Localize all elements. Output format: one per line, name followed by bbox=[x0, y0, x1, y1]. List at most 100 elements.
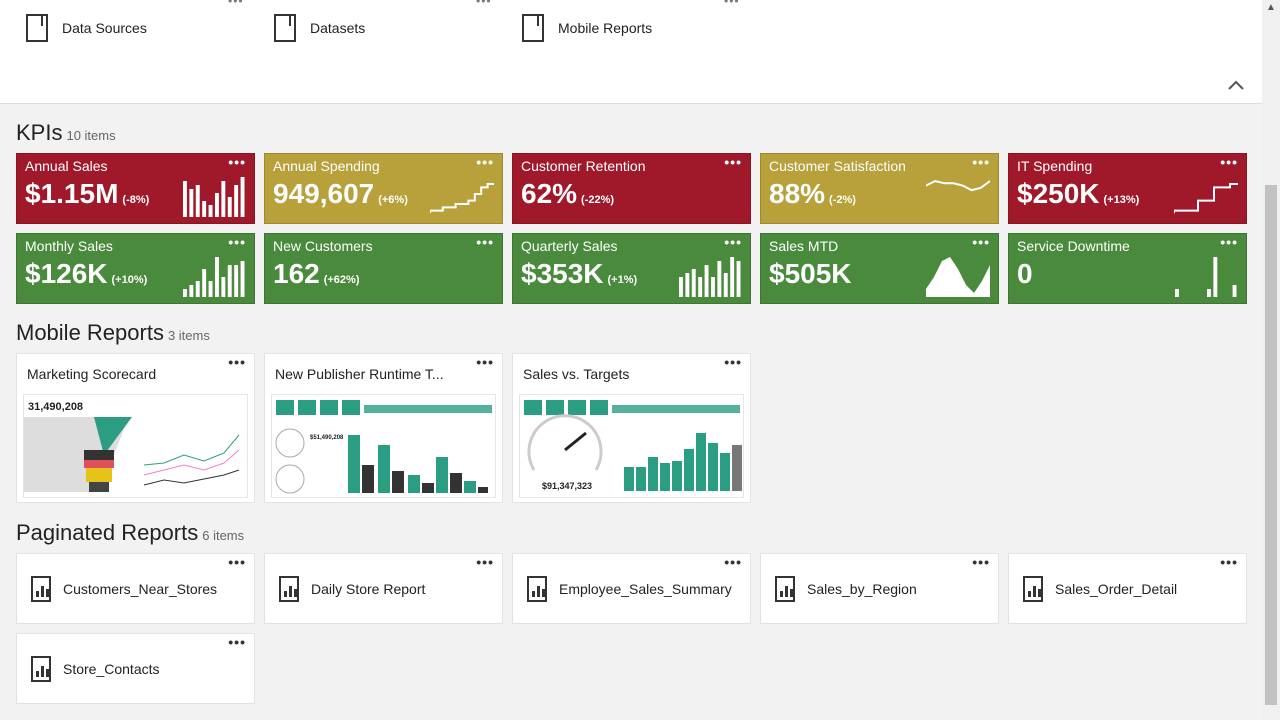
folder-label: Data Sources bbox=[62, 20, 147, 36]
report-title: Sales_by_Region bbox=[807, 580, 917, 597]
spark-bar bbox=[1207, 289, 1211, 297]
kpi-title: Annual Sales bbox=[25, 158, 108, 174]
scroll-up-icon[interactable]: ▲ bbox=[1266, 2, 1276, 13]
more-button[interactable]: ••• bbox=[228, 554, 246, 570]
spark-bar bbox=[1175, 289, 1179, 297]
spark-line bbox=[430, 183, 494, 214]
more-button[interactable]: ••• bbox=[1220, 554, 1238, 570]
kpi-value: $126K (+10%) bbox=[25, 258, 148, 289]
spark-bar bbox=[234, 185, 239, 217]
sparkline bbox=[430, 183, 494, 214]
more-button[interactable]: ••• bbox=[228, 634, 246, 650]
folder-label: Datasets bbox=[310, 20, 366, 36]
thumb-value: $51,490,208 bbox=[310, 435, 344, 441]
more-button[interactable]: ••• bbox=[228, 234, 246, 250]
paginated-report-card[interactable]: Customers_Near_Stores ••• bbox=[16, 553, 255, 624]
more-button[interactable]: ••• bbox=[228, 154, 246, 170]
kpi-value: $353K (+1%) bbox=[521, 258, 638, 289]
kpi-title: IT Spending bbox=[1017, 158, 1093, 174]
kpi-tile[interactable]: Monthly Sales $126K (+10%) ••• bbox=[16, 233, 255, 304]
kpi-change: (-2%) bbox=[829, 194, 856, 206]
report-thumbnail: 31,490,208 bbox=[23, 394, 248, 498]
spark-bar bbox=[215, 193, 219, 217]
spark-bar bbox=[208, 281, 213, 297]
folder-mobile-reports[interactable]: Mobile Reports bbox=[522, 14, 652, 42]
kpi-change: (+10%) bbox=[111, 274, 148, 286]
report-icon bbox=[775, 575, 795, 602]
kpi-tile[interactable]: IT Spending $250K (+13%) ••• bbox=[1008, 153, 1247, 224]
kpi-tile[interactable]: Quarterly Sales $353K (+1%) ••• bbox=[512, 233, 751, 304]
more-button[interactable]: ••• bbox=[724, 234, 742, 250]
more-button[interactable]: ••• bbox=[1220, 154, 1238, 170]
more-button[interactable]: ••• bbox=[972, 154, 990, 170]
spark-bar bbox=[240, 177, 245, 217]
sparkline bbox=[679, 257, 741, 297]
more-button[interactable]: ••• bbox=[476, 154, 494, 170]
report-icon bbox=[31, 575, 51, 602]
more-button[interactable]: ••• bbox=[476, 234, 494, 250]
kpis-heading: KPIs 10 items bbox=[16, 120, 116, 145]
more-button[interactable]: ••• bbox=[1220, 234, 1238, 250]
spark-bar bbox=[723, 273, 728, 297]
spark-bar bbox=[717, 261, 722, 297]
more-button[interactable]: ••• bbox=[476, 0, 492, 8]
mobile-reports-heading: Mobile Reports 3 items bbox=[16, 320, 210, 345]
spark-bar bbox=[691, 269, 696, 297]
spark-bar bbox=[183, 289, 187, 297]
chevron-up-icon[interactable] bbox=[1228, 80, 1244, 90]
kpi-change: (+1%) bbox=[607, 274, 638, 286]
more-button[interactable]: ••• bbox=[724, 554, 742, 570]
spark-bar bbox=[679, 277, 683, 297]
more-button[interactable]: ••• bbox=[724, 0, 740, 8]
kpi-value: 949,607 (+6%) bbox=[273, 178, 408, 209]
mobile-report-card[interactable]: New Publisher Runtime T... ••• $51,490,20… bbox=[264, 353, 503, 503]
kpis-count: 10 items bbox=[66, 128, 116, 143]
paginated-report-card[interactable]: Employee_Sales_Summary ••• bbox=[512, 553, 751, 624]
spark-bar bbox=[208, 205, 213, 217]
spark-bar bbox=[202, 201, 207, 217]
more-button[interactable]: ••• bbox=[228, 354, 246, 370]
more-button[interactable]: ••• bbox=[724, 154, 742, 170]
spark-bar bbox=[685, 273, 690, 297]
mobile-count: 3 items bbox=[167, 328, 210, 343]
paginated-report-card[interactable]: Sales_by_Region ••• bbox=[760, 553, 999, 624]
kpi-value: $1.15M (-8%) bbox=[25, 178, 150, 209]
thumb-value: $91,347,323 bbox=[542, 481, 593, 491]
kpi-tile[interactable]: Annual Sales $1.15M (-8%) ••• bbox=[16, 153, 255, 224]
kpi-title: Customer Retention bbox=[521, 158, 646, 174]
kpi-tile[interactable]: Customer Retention 62% (-22%) ••• bbox=[512, 153, 751, 224]
spark-bar bbox=[183, 181, 187, 217]
more-button[interactable]: ••• bbox=[724, 354, 742, 370]
mobile-report-card[interactable]: Marketing Scorecard ••• 31,490,208 bbox=[16, 353, 255, 503]
paginated-report-card[interactable]: Store_Contacts ••• bbox=[16, 633, 255, 704]
more-button[interactable]: ••• bbox=[228, 0, 244, 8]
paginated-report-card[interactable]: Sales_Order_Detail ••• bbox=[1008, 553, 1247, 624]
spark-bar bbox=[1213, 257, 1218, 297]
more-button[interactable]: ••• bbox=[972, 554, 990, 570]
spark-bar bbox=[215, 257, 219, 297]
report-title: New Publisher Runtime T... bbox=[275, 366, 444, 382]
spark-bar bbox=[189, 189, 194, 217]
kpi-tile[interactable]: Sales MTD $505K ••• bbox=[760, 233, 999, 304]
paginated-report-card[interactable]: Daily Store Report ••• bbox=[264, 553, 503, 624]
report-icon bbox=[527, 575, 547, 602]
spark-bar bbox=[227, 265, 232, 297]
folder-datasets[interactable]: Datasets bbox=[274, 14, 365, 42]
kpi-tile[interactable]: New Customers 162 (+62%) ••• bbox=[264, 233, 503, 304]
kpi-tile[interactable]: Customer Satisfaction 88% (-2%) ••• bbox=[760, 153, 999, 224]
kpi-tile[interactable]: Service Downtime 0 ••• bbox=[1008, 233, 1247, 304]
paginated-reports-heading: Paginated Reports 6 items bbox=[16, 520, 245, 545]
more-button[interactable]: ••• bbox=[476, 354, 494, 370]
spark-bar bbox=[221, 181, 226, 217]
spark-line bbox=[926, 179, 990, 192]
kpi-change: (+62%) bbox=[323, 274, 360, 286]
folder-data-sources[interactable]: Data Sources bbox=[26, 14, 147, 42]
sparkline bbox=[1174, 183, 1238, 214]
more-button[interactable]: ••• bbox=[476, 554, 494, 570]
mobile-report-card[interactable]: Sales vs. Targets ••• $91,347,323 bbox=[512, 353, 751, 503]
more-button[interactable]: ••• bbox=[972, 234, 990, 250]
kpi-tile[interactable]: Annual Spending 949,607 (+6%) ••• bbox=[264, 153, 503, 224]
scrollbar-thumb[interactable] bbox=[1265, 185, 1277, 705]
scrollbar[interactable]: ▲ bbox=[1262, 0, 1280, 720]
kpi-title: Service Downtime bbox=[1017, 238, 1130, 254]
